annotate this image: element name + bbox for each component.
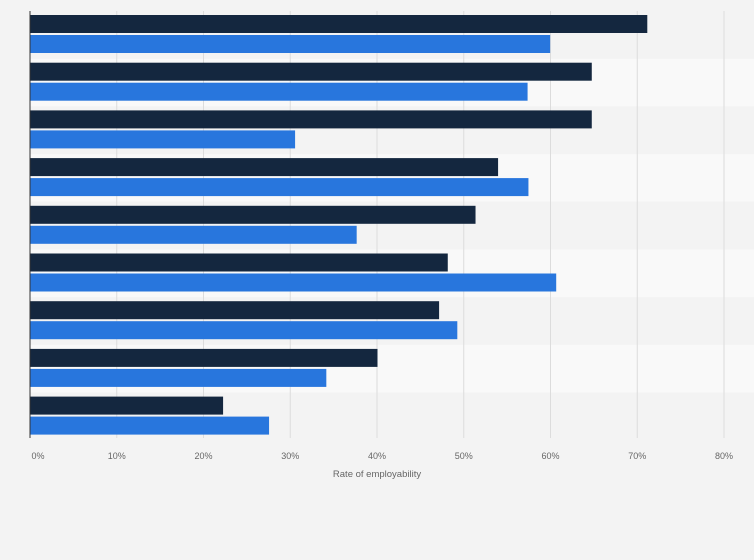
bar-series2 — [30, 416, 270, 435]
bar-series1 — [30, 348, 378, 367]
x-tick-label: 10% — [108, 451, 126, 461]
x-tick-label: 60% — [541, 451, 559, 461]
bar-series2 — [30, 35, 551, 53]
bar-series1 — [30, 396, 224, 415]
bar-series1 — [30, 158, 499, 177]
bar-series2 — [30, 225, 357, 244]
x-tick-label: 30% — [281, 451, 299, 461]
x-tick-label: 80% — [715, 451, 733, 461]
x-tick-label: 40% — [368, 451, 386, 461]
bar-series1 — [30, 205, 476, 224]
x-tick-label: 0% — [31, 451, 44, 461]
bar-series2 — [30, 321, 458, 340]
x-axis-label: Rate of employability — [333, 469, 421, 480]
bar-series2 — [30, 130, 296, 149]
bar-series2 — [30, 273, 557, 292]
x-tick-label: 50% — [455, 451, 473, 461]
bar-series2 — [30, 82, 528, 101]
x-tick-label: 70% — [628, 451, 646, 461]
bar-series2 — [30, 178, 529, 197]
bar-series1 — [30, 110, 592, 129]
bar-series1 — [30, 62, 592, 81]
bar-series2 — [30, 368, 327, 387]
bar-series1 — [30, 253, 448, 272]
bar-series1 — [30, 301, 440, 320]
x-tick-label: 20% — [194, 451, 212, 461]
bar-series1 — [30, 15, 648, 33]
